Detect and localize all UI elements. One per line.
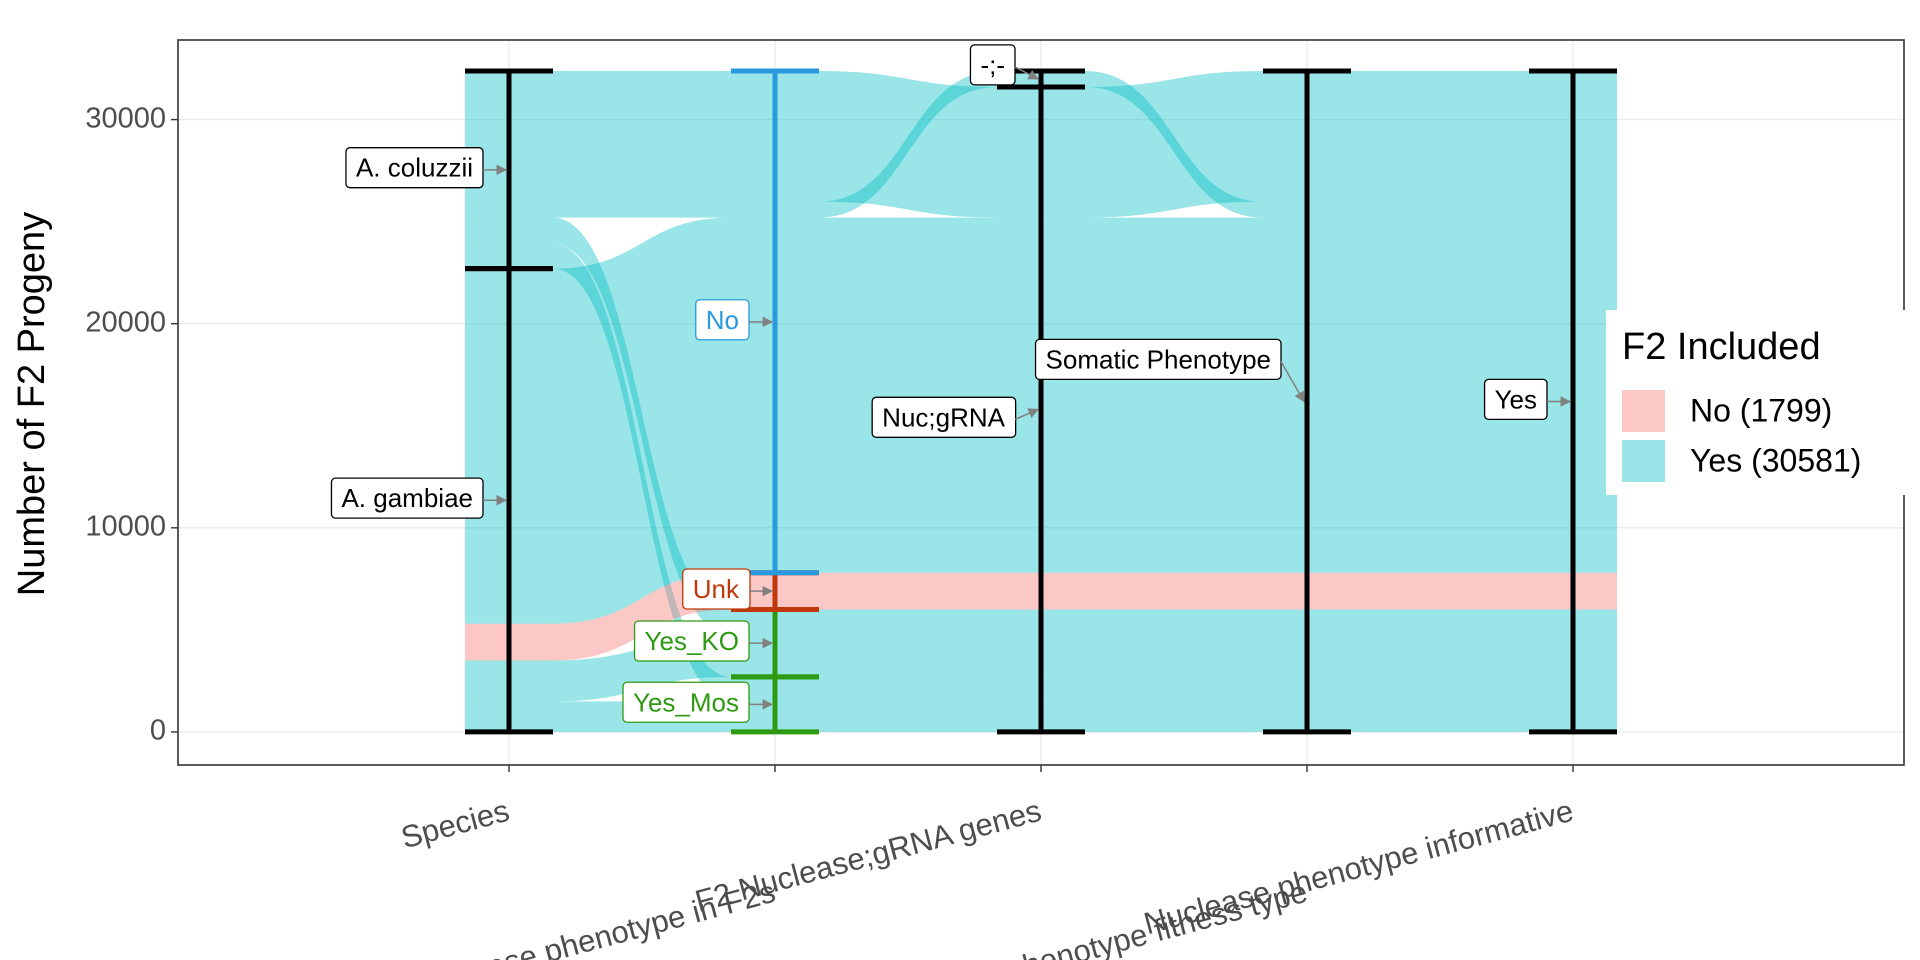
stratum-label: Somatic Phenotype <box>1034 338 1305 403</box>
stratum-label: A. gambiae <box>330 477 508 519</box>
stratum-label: Nuc;gRNA <box>871 396 1039 438</box>
label-box <box>871 396 1017 438</box>
label-box <box>1483 378 1548 421</box>
stratum <box>1263 68 1351 735</box>
legend-key <box>1622 440 1665 482</box>
legend-label: Yes (30581) <box>1690 442 1861 478</box>
y-tick-label: 30000 <box>85 102 166 134</box>
label-text: Nuc;gRNA <box>882 402 1005 432</box>
label-box <box>969 44 1016 86</box>
stratum-label: -;- <box>969 44 1039 86</box>
legend-title: F2 Included <box>1622 326 1821 368</box>
y-tick-label: 0 <box>150 715 166 747</box>
label-text: -;- <box>980 50 1005 80</box>
label-text: Unk <box>693 574 740 604</box>
stratum-label: Yes_KO <box>633 620 774 662</box>
y-axis-title: Number of F2 Progeny <box>11 212 53 596</box>
y-tick-label: 10000 <box>85 510 166 542</box>
label-box <box>345 147 484 189</box>
label-text: No <box>706 305 739 335</box>
stratum <box>1529 68 1617 735</box>
stratum-label: Unk <box>682 568 774 610</box>
label-box <box>682 568 751 610</box>
label-text: A. coluzzii <box>356 153 473 183</box>
label-text: Yes <box>1495 384 1537 414</box>
stratum-label: Yes_Mos <box>622 681 774 723</box>
label-arrow <box>1014 66 1039 80</box>
legend-label: No (1799) <box>1690 392 1832 428</box>
label-text: Yes_Mos <box>633 687 739 717</box>
flow <box>465 572 1617 661</box>
stratum <box>465 68 553 272</box>
label-box <box>622 681 750 723</box>
y-tick-label: 20000 <box>85 306 166 338</box>
stratum-label: Yes <box>1483 378 1572 421</box>
stratum-label: A. coluzzii <box>345 147 508 189</box>
label-text: Yes_KO <box>645 626 739 656</box>
label-text: Somatic Phenotype <box>1046 344 1271 374</box>
label-box <box>695 299 750 341</box>
label-arrow <box>1280 361 1305 403</box>
stratum-label: No <box>695 299 774 341</box>
label-arrow <box>1014 408 1039 421</box>
label-box <box>330 477 484 519</box>
label-text: A. gambiae <box>341 483 473 513</box>
flow <box>465 71 1617 218</box>
legend-key <box>1622 390 1665 432</box>
label-box <box>1034 338 1282 381</box>
legend-background <box>1606 310 1906 495</box>
label-box <box>633 620 750 662</box>
